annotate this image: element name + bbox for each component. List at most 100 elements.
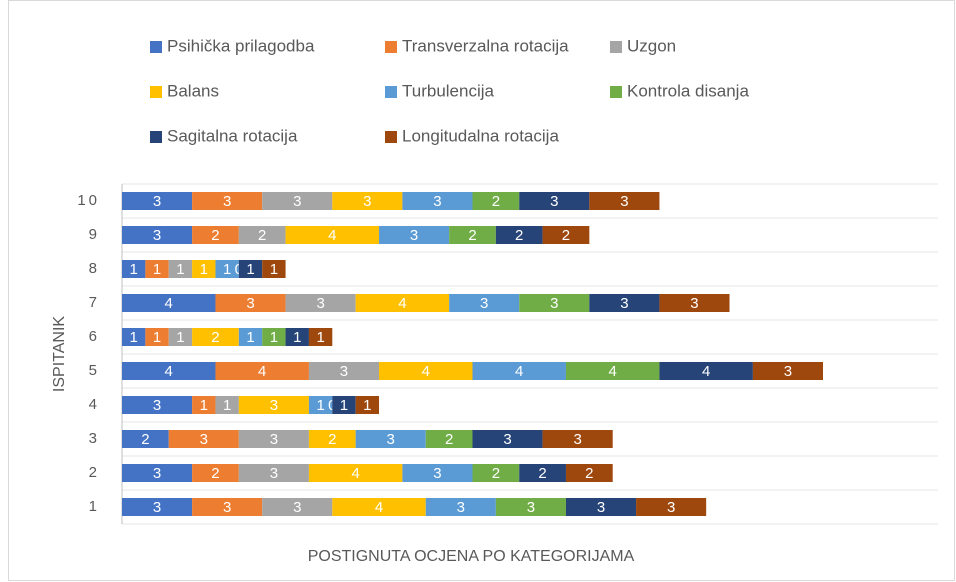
legend-label: Turbulencija — [402, 81, 495, 100]
data-label: 3 — [527, 499, 535, 516]
data-label: 3 — [410, 227, 418, 244]
bar-segment — [589, 192, 660, 210]
data-label: 1 — [223, 397, 231, 414]
bar-segment — [262, 328, 286, 346]
bar-segment — [192, 464, 239, 482]
legend-label: Uzgon — [627, 36, 676, 55]
data-label: 3 — [480, 295, 488, 312]
bar-segment — [238, 430, 309, 448]
bar-segment — [659, 294, 730, 312]
data-label: 3 — [223, 499, 231, 516]
data-label: 3 — [363, 193, 371, 210]
bar-segment — [308, 362, 380, 380]
bar-segment — [215, 396, 239, 414]
data-label: 1 — [246, 261, 254, 278]
bar-segment — [542, 226, 590, 244]
bar-segment — [262, 260, 286, 278]
bar-segment — [355, 396, 380, 414]
bar-segment — [192, 396, 216, 414]
bar-segment — [472, 362, 566, 380]
bar-segment — [659, 362, 753, 380]
bar-segment — [122, 464, 193, 482]
data-label: 1 — [130, 329, 138, 346]
bar-segment — [122, 396, 193, 414]
data-label: 2 — [515, 227, 523, 244]
data-label: 1 — [363, 397, 371, 414]
bar-segment — [192, 260, 216, 278]
legend-swatch — [385, 86, 397, 98]
data-label: 3 — [153, 397, 161, 414]
data-label: 1 — [340, 397, 348, 414]
bar-segment — [285, 328, 309, 346]
bar-segment — [472, 192, 520, 210]
y-tick-label: 1 — [89, 498, 100, 515]
bar-segment — [192, 226, 239, 244]
data-label: 2 — [445, 431, 453, 448]
legend-label: Sagitalna rotacija — [167, 126, 298, 145]
bar-segment — [332, 396, 356, 414]
data-label: 2 — [492, 193, 500, 210]
data-label: 3 — [153, 465, 161, 482]
data-label: 3 — [620, 193, 628, 210]
legend-swatch — [610, 41, 622, 53]
data-label: 4 — [258, 363, 266, 380]
y-tick-label: 9 — [89, 226, 100, 243]
legend-label: Psihička prilagodba — [167, 36, 315, 55]
y-tick-label: 6 — [89, 328, 100, 345]
data-label: 1 — [200, 397, 208, 414]
data-label: 4 — [165, 363, 173, 380]
bar-segment — [379, 226, 450, 244]
data-label: 3 — [550, 295, 558, 312]
data-label: 3 — [316, 295, 324, 312]
bar-segment — [238, 260, 263, 278]
bar-segment — [425, 430, 473, 448]
bar-segment — [565, 498, 637, 516]
bar-segment — [752, 362, 823, 380]
bar-segment — [168, 430, 239, 448]
data-label: 4 — [609, 363, 617, 380]
bar-segment — [308, 430, 356, 448]
bar-segment — [215, 362, 309, 380]
bar-segment — [238, 464, 309, 482]
data-label: 2 — [141, 431, 149, 448]
data-label: 2 — [211, 329, 219, 346]
data-label: 1 — [316, 329, 324, 346]
legend-swatch — [150, 86, 162, 98]
bar-segment — [565, 362, 660, 380]
legend-swatch — [150, 131, 162, 143]
bar-segment — [238, 328, 263, 346]
bar-segment — [215, 294, 286, 312]
data-label: 4 — [398, 295, 406, 312]
data-label: 4 — [702, 363, 710, 380]
x-axis-title: POSTIGNUTA OCJENA PO KATEGORIJAMA — [308, 548, 635, 565]
bar-segment — [192, 498, 263, 516]
data-label: 3 — [340, 363, 348, 380]
data-label: 1 — [270, 329, 278, 346]
data-label: 3 — [246, 295, 254, 312]
data-label: 3 — [433, 465, 441, 482]
data-label: 1 — [153, 329, 161, 346]
bar-segment — [122, 226, 193, 244]
bar-segment — [285, 294, 356, 312]
chart-border — [8, 0, 955, 581]
y-tick-label: 10 — [77, 192, 100, 209]
data-label: 1 — [270, 261, 278, 278]
bar-segment — [122, 260, 146, 278]
bar-segment — [355, 294, 450, 312]
legend-swatch — [385, 41, 397, 53]
bar-segment — [379, 362, 473, 380]
legend-label: Balans — [167, 81, 219, 100]
bar-segment — [636, 498, 707, 516]
bar-segment — [122, 192, 193, 210]
bar-segment — [519, 464, 566, 482]
data-label: 2 — [328, 431, 336, 448]
data-label: 1 — [153, 261, 161, 278]
bar-segment — [285, 226, 380, 244]
data-label: 3 — [550, 193, 558, 210]
data-label: 2 — [258, 227, 266, 244]
data-label: 3 — [223, 193, 231, 210]
data-label: 3 — [200, 431, 208, 448]
y-tick-label: 3 — [89, 430, 100, 447]
data-label: 3 — [270, 397, 278, 414]
